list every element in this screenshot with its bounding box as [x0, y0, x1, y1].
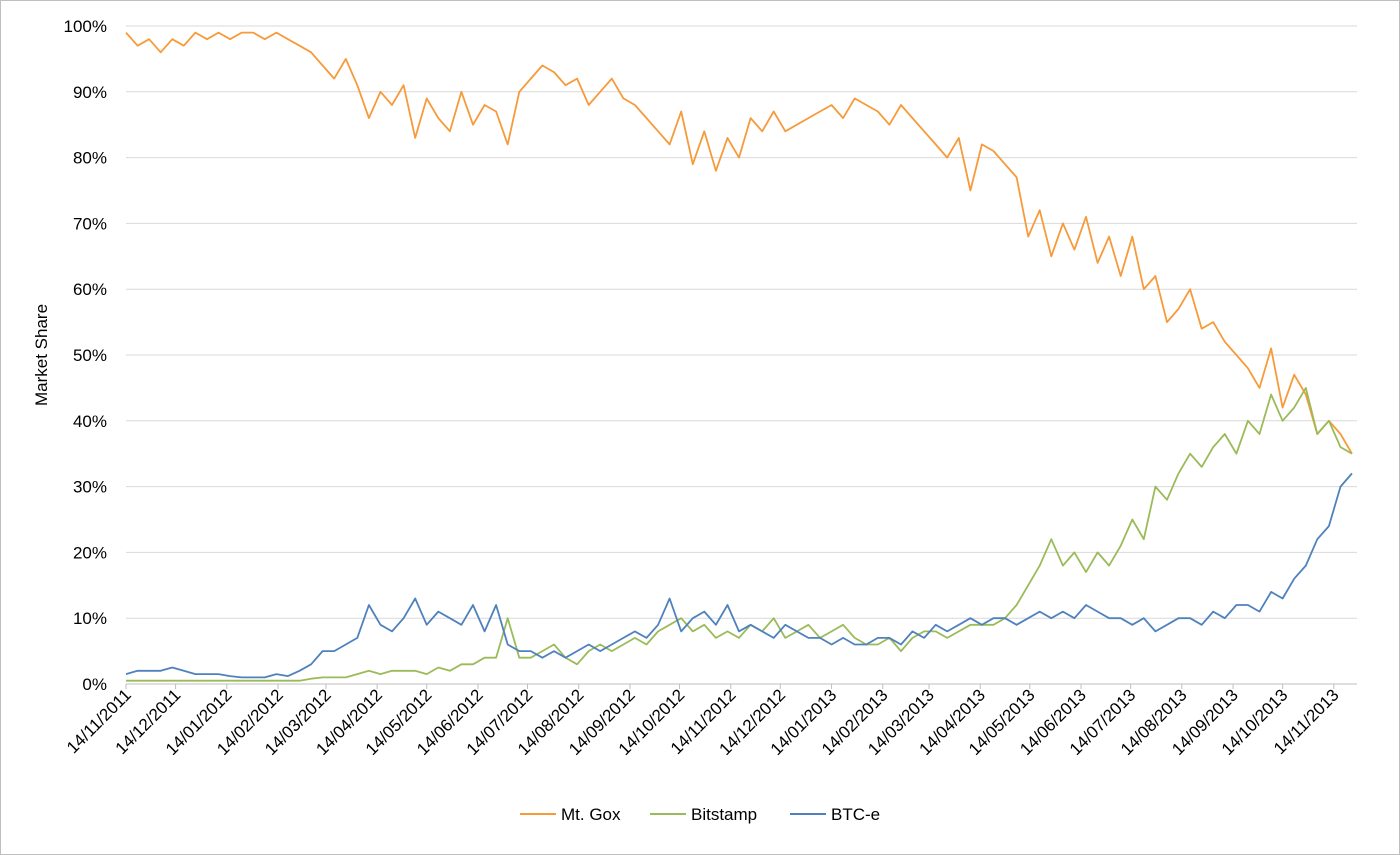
x-axis-ticks: 14/11/201114/12/201114/01/201214/02/2012…	[63, 684, 1343, 759]
y-tick-label: 100%	[64, 17, 107, 36]
y-tick-label: 90%	[73, 83, 107, 102]
y-tick-label: 80%	[73, 149, 107, 168]
series-line-bitstamp	[126, 386, 1353, 682]
grid-layer	[126, 25, 1357, 685]
y-tick-label: 60%	[73, 280, 107, 299]
series-line-btc-e	[125, 472, 1353, 679]
y-tick-label: 50%	[73, 346, 107, 365]
y-tick-label: 0%	[82, 675, 107, 694]
legend-label: Mt. Gox	[561, 805, 621, 824]
y-axis-title: Market Share	[32, 304, 51, 406]
legend: Mt. Gox Bitstamp BTC-e	[520, 805, 880, 824]
series-line-mt-gox	[125, 31, 1353, 455]
legend-label: Bitstamp	[691, 805, 757, 824]
y-axis-ticks: 0% 10% 20% 30% 40% 50% 60% 70% 80% 90% 100%	[64, 17, 107, 694]
series-layer	[125, 31, 1353, 682]
y-tick-label: 70%	[73, 214, 107, 233]
legend-label: BTC-e	[831, 805, 880, 824]
y-tick-label: 20%	[73, 543, 107, 562]
y-tick-label: 40%	[73, 412, 107, 431]
y-tick-label: 10%	[73, 609, 107, 628]
y-tick-label: 30%	[73, 478, 107, 497]
